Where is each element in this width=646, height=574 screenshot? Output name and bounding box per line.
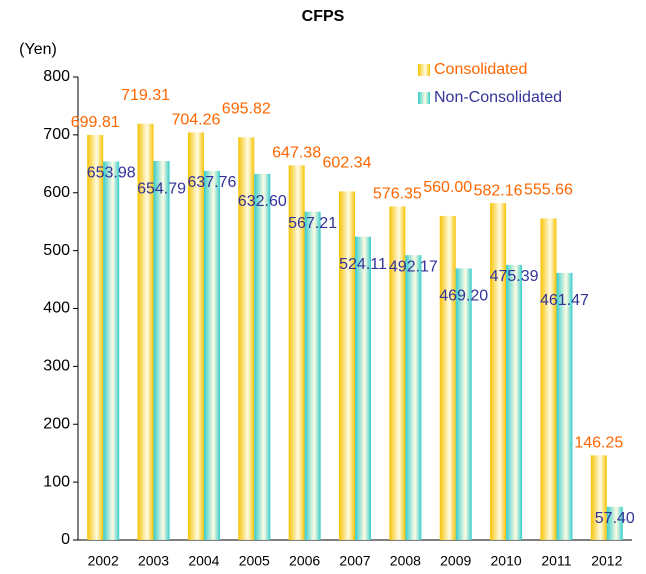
- value-label: 582.16: [474, 182, 523, 199]
- bar: [203, 170, 220, 540]
- y-tick-label: 100: [43, 473, 70, 490]
- x-tick-label: 2008: [390, 553, 421, 569]
- bar: [153, 161, 170, 540]
- value-label: 719.31: [121, 87, 170, 104]
- value-label: 653.98: [87, 165, 136, 182]
- value-label: 699.81: [71, 114, 120, 131]
- x-tick-label: 2003: [138, 553, 169, 569]
- bar: [490, 203, 507, 541]
- y-tick-label: 200: [43, 415, 70, 432]
- x-tick-label: 2002: [88, 553, 119, 569]
- value-label: 576.35: [373, 186, 422, 203]
- x-tick-label: 2004: [188, 553, 219, 569]
- value-label: 469.20: [439, 288, 488, 305]
- bar: [238, 137, 255, 540]
- value-label: 555.66: [524, 182, 573, 199]
- bar: [187, 132, 204, 540]
- bar: [288, 165, 305, 540]
- value-label: 492.17: [389, 258, 438, 275]
- legend-label: Non-Consolidated: [434, 89, 562, 106]
- chart-title: CFPS: [302, 8, 345, 25]
- x-tick-label: 2006: [289, 553, 320, 569]
- value-label: 637.76: [187, 174, 236, 191]
- bar: [103, 161, 120, 540]
- bar: [540, 218, 557, 540]
- y-tick-label: 600: [43, 184, 70, 201]
- bar: [87, 134, 104, 540]
- x-tick-label: 2009: [440, 553, 471, 569]
- y-tick-label: 500: [43, 242, 70, 259]
- value-label: 654.79: [137, 180, 186, 197]
- bar: [405, 255, 422, 540]
- bar: [590, 455, 607, 540]
- value-label: 560.00: [423, 179, 472, 196]
- bar: [304, 211, 321, 540]
- value-label: 695.82: [222, 101, 271, 118]
- bar: [455, 268, 472, 540]
- value-label: 475.39: [490, 268, 539, 285]
- value-label: 567.21: [288, 215, 337, 232]
- y-tick-label: 0: [61, 531, 70, 548]
- x-tick-label: 2012: [591, 553, 622, 569]
- legend-swatch: [418, 92, 430, 104]
- value-label: 524.11: [339, 256, 387, 273]
- value-label: 461.47: [540, 292, 589, 309]
- bar: [137, 123, 154, 540]
- x-tick-label: 2005: [239, 553, 270, 569]
- bar: [355, 236, 371, 541]
- legend-label: Consolidated: [434, 61, 527, 78]
- y-tick-label: 800: [43, 68, 70, 85]
- y-tick-label: 700: [43, 126, 70, 143]
- bar: [339, 191, 355, 540]
- bar: [556, 272, 573, 540]
- bar: [506, 264, 523, 540]
- bar: [254, 173, 271, 540]
- x-tick-label: 2011: [541, 553, 571, 569]
- value-label: 647.38: [272, 145, 321, 162]
- y-tick-label: 300: [43, 358, 70, 375]
- value-label: 57.40: [595, 510, 635, 527]
- legend-swatch: [418, 64, 430, 76]
- x-tick-label: 2010: [491, 553, 522, 569]
- value-label: 632.60: [238, 193, 287, 210]
- value-label: 704.26: [171, 112, 220, 129]
- bar: [389, 206, 406, 540]
- x-tick-label: 2007: [339, 553, 370, 569]
- value-label: 146.25: [574, 435, 623, 452]
- bar: [606, 506, 623, 540]
- y-tick-label: 400: [43, 300, 70, 317]
- y-axis-label: (Yen): [19, 41, 57, 58]
- value-label: 602.34: [323, 155, 372, 172]
- bar: [439, 215, 456, 540]
